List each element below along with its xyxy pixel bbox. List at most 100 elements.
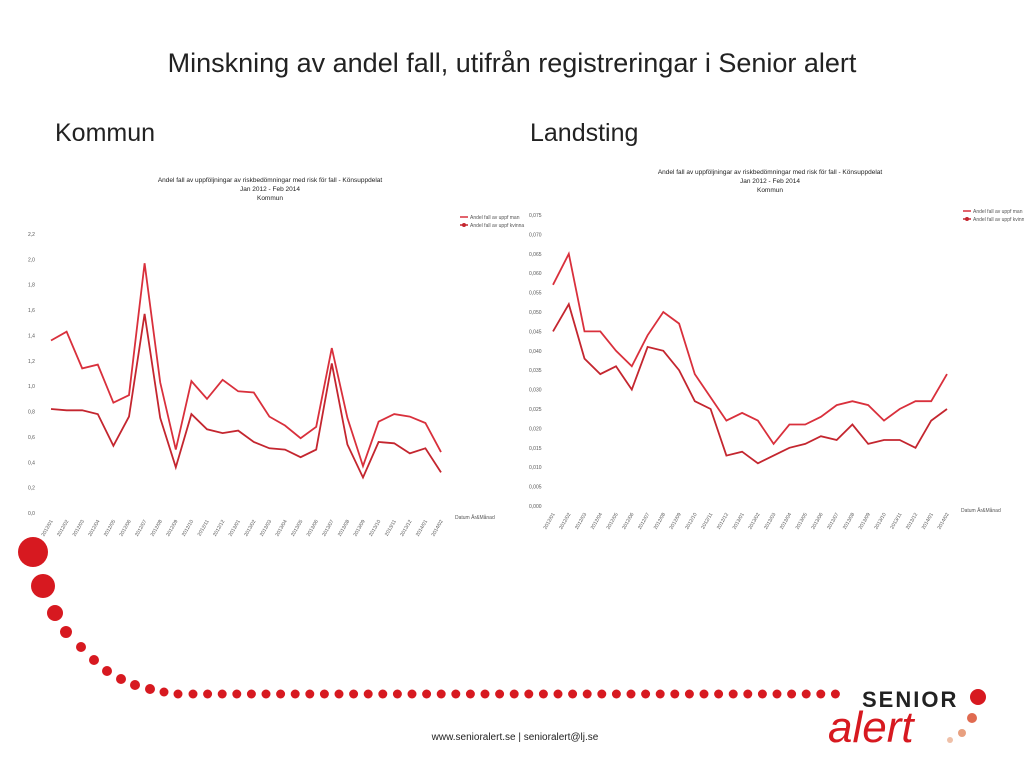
logo-top: SENIOR: [862, 687, 958, 712]
decorative-dots: [18, 537, 840, 699]
x-tick-label: 2012/02: [558, 512, 572, 531]
x-tick-label: 2014/01: [415, 519, 429, 538]
chart-subtitle: Jan 2012 - Feb 2014: [240, 186, 300, 193]
decorative-dot: [480, 689, 490, 699]
x-tick-label: 2014/01: [921, 512, 935, 531]
decorative-dot: [422, 689, 432, 699]
y-tick-label: 0,020: [529, 426, 542, 432]
decorative-dot: [290, 689, 300, 699]
legend-label: Andel fall av uppf kvinna: [973, 217, 1024, 223]
x-tick-label: 2013/10: [873, 512, 887, 531]
x-tick-label: 2013/06: [306, 519, 320, 538]
decorative-dot: [670, 689, 680, 699]
x-tick-label: 2013/05: [290, 519, 304, 538]
decorative-dot: [319, 689, 329, 699]
x-tick-label: 2012/09: [165, 519, 179, 538]
decorative-dot: [76, 642, 86, 652]
legend-marker: [462, 223, 466, 227]
decorative-dot: [641, 689, 651, 699]
x-tick-label: 2013/09: [352, 519, 366, 538]
x-tick-label: 2013/02: [747, 512, 761, 531]
x-tick-label: 2013/06: [810, 512, 824, 531]
x-tick-label: 2013/04: [779, 512, 793, 531]
decorative-dot: [349, 689, 359, 699]
x-tick-label: 2013/12: [905, 512, 919, 531]
x-tick-label: 2013/12: [399, 519, 413, 538]
x-tick-label: 2014/02: [430, 519, 444, 538]
x-tick-label: 2012/09: [669, 512, 683, 531]
x-tick-label: 2012/07: [637, 512, 651, 531]
x-tick-label: 2012/02: [56, 519, 70, 538]
x-tick-label: 2013/03: [259, 519, 273, 538]
logo-dot: [947, 737, 953, 743]
decorative-dot: [524, 689, 534, 699]
decorative-dot: [582, 689, 592, 699]
y-tick-label: 0,2: [28, 486, 35, 492]
chart-heading: Kommun: [55, 119, 155, 147]
x-tick-label: 2012/12: [212, 519, 226, 538]
y-tick-label: 0,015: [529, 446, 542, 452]
legend-label: Andel fall av uppf man: [470, 215, 520, 221]
x-tick-label: 2012/04: [87, 519, 101, 538]
logo-bottom: alert: [828, 703, 915, 752]
x-tick-label: 2013/08: [842, 512, 856, 531]
decorative-dot: [261, 689, 271, 699]
x-tick-label: 2012/11: [197, 519, 211, 538]
chart-subtitle: Kommun: [257, 195, 283, 202]
chart-subtitle: Kommun: [757, 187, 783, 194]
decorative-dot: [772, 689, 782, 699]
x-axis-label: Datum År&Månad: [961, 507, 1001, 514]
x-tick-label: 2013/07: [826, 512, 840, 531]
x-tick-label: 2012/01: [40, 519, 54, 538]
y-tick-label: 0,030: [529, 388, 542, 394]
decorative-dot: [699, 689, 709, 699]
x-tick-label: 2013/10: [368, 519, 382, 538]
decorative-dot: [159, 687, 169, 697]
footer: www.senioralert.se | senioralert@lj.se: [431, 732, 599, 743]
decorative-dot: [203, 689, 213, 699]
x-tick-label: 2012/03: [72, 519, 86, 538]
decorative-dot: [232, 689, 242, 699]
decorative-dot: [89, 655, 99, 665]
decorative-dot: [553, 689, 563, 699]
decorative-dot: [116, 674, 126, 684]
y-tick-label: 0,025: [529, 407, 542, 413]
decorative-dot: [597, 689, 607, 699]
legend-label: Andel fall av uppf kvinna: [470, 223, 524, 229]
x-tick-label: 2012/10: [684, 512, 698, 531]
data-line: [50, 263, 442, 469]
x-tick-label: 2013/08: [337, 519, 351, 538]
x-tick-label: 2012/11: [700, 512, 714, 531]
decorative-dot: [568, 689, 578, 699]
x-tick-label: 2013/07: [321, 519, 335, 538]
y-tick-label: 0,8: [28, 410, 35, 416]
decorative-dot: [130, 680, 140, 690]
decorative-dot: [31, 574, 55, 598]
data-line: [50, 313, 442, 480]
x-tick-label: 2012/07: [134, 519, 148, 538]
legend-marker: [965, 217, 969, 221]
decorative-dot: [407, 689, 417, 699]
logo: SENIOR alert: [828, 687, 986, 752]
y-tick-label: 0,6: [28, 435, 35, 441]
decorative-dot: [684, 689, 694, 699]
decorative-dot: [246, 689, 256, 699]
y-tick-label: 1,4: [28, 333, 35, 339]
y-tick-label: 2,0: [28, 257, 35, 263]
decorative-dot: [801, 689, 811, 699]
decorative-dot: [626, 689, 636, 699]
decorative-dot: [276, 689, 286, 699]
y-tick-label: 0,045: [529, 329, 542, 335]
y-tick-label: 1,2: [28, 359, 35, 365]
decorative-dot: [655, 689, 665, 699]
x-tick-label: 2013/05: [795, 512, 809, 531]
data-line: [552, 301, 948, 465]
x-tick-label: 2012/08: [150, 519, 164, 538]
x-tick-label: 2013/03: [763, 512, 777, 531]
y-tick-label: 2,2: [28, 232, 35, 238]
decorative-dot: [465, 689, 475, 699]
decorative-dot: [495, 689, 505, 699]
y-tick-label: 0,005: [529, 485, 542, 491]
x-tick-label: 2013/04: [274, 519, 288, 538]
x-tick-label: 2012/04: [590, 512, 604, 531]
